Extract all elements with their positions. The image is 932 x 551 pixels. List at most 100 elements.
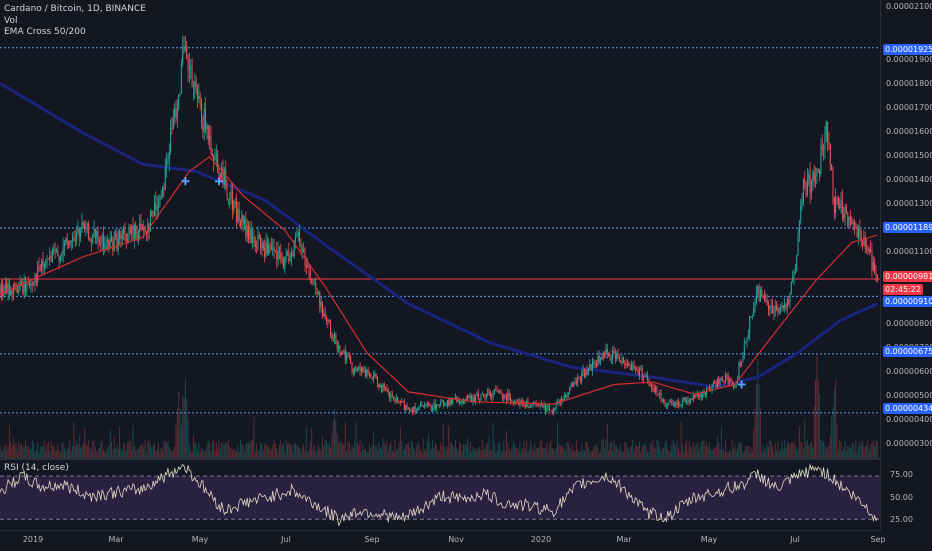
candle-body <box>730 379 732 382</box>
candle-body <box>238 209 240 221</box>
candle-body <box>328 320 330 323</box>
candle-body <box>567 392 569 396</box>
volume-bar <box>46 443 48 458</box>
chart-legend: Cardano / Bitcoin, 1D, BINANCE Vol EMA C… <box>4 4 146 39</box>
volume-bar <box>31 439 33 458</box>
volume-bar <box>179 408 181 458</box>
candle-body <box>444 405 446 407</box>
candle-body <box>767 305 769 310</box>
volume-bar <box>557 422 559 458</box>
candle-body <box>618 356 620 361</box>
candle-body <box>758 286 760 301</box>
volume-bar <box>848 446 850 458</box>
candle-body <box>708 388 710 391</box>
rsi-pane[interactable] <box>0 460 880 530</box>
candle-body <box>620 360 622 363</box>
volume-bar <box>682 443 684 458</box>
candle-body <box>582 369 584 373</box>
rsi-chart-canvas[interactable] <box>0 460 880 530</box>
candle-body <box>74 239 76 242</box>
candle-body <box>359 366 361 372</box>
candle-body <box>413 406 415 413</box>
candle-body <box>0 283 2 295</box>
volume-bar <box>325 440 327 458</box>
candle-body <box>477 393 479 399</box>
candle-body <box>61 254 63 257</box>
candle-body <box>628 363 630 366</box>
symbol-title[interactable]: Cardano / Bitcoin, 1D, BINANCE <box>4 4 146 14</box>
candle-body <box>164 168 166 190</box>
volume-bar <box>504 450 506 458</box>
price-axis[interactable]: 0.00002100 0.00001900 0.00001800 0.00001… <box>880 0 932 530</box>
candle-body <box>634 366 636 370</box>
candle-body <box>738 362 740 378</box>
volume-bar <box>837 451 839 458</box>
candle-body <box>45 264 47 265</box>
volume-bar <box>720 427 722 458</box>
candle-body <box>234 201 236 203</box>
volume-bar <box>614 445 616 458</box>
time-tick: 2020 <box>530 535 552 544</box>
candle-body <box>855 226 857 228</box>
pane-separator[interactable] <box>0 458 880 460</box>
rsi-legend[interactable]: RSI (14, close) <box>4 463 69 473</box>
volume-bar <box>491 450 493 458</box>
volume-bar <box>328 443 330 458</box>
candle-body <box>92 234 94 243</box>
volume-legend[interactable]: Vol <box>4 15 18 26</box>
volume-bar <box>342 444 344 458</box>
time-axis[interactable]: 2019 Mar May Jul Sep Nov 2020 Mar May Ju… <box>0 530 886 551</box>
candle-body <box>479 398 481 401</box>
volume-bar <box>649 443 651 458</box>
candle-body <box>679 404 681 406</box>
candle-body <box>37 266 39 283</box>
candle-body <box>612 350 614 360</box>
volume-bar <box>792 442 794 458</box>
candle-body <box>199 96 201 100</box>
volume-bar <box>574 450 576 458</box>
candle-body <box>484 396 486 398</box>
candle-body <box>636 369 638 371</box>
candle-body <box>692 395 694 400</box>
candle-body <box>429 404 431 406</box>
volume-bar <box>201 448 203 458</box>
volume-bar <box>211 442 213 458</box>
price-chart-canvas[interactable] <box>0 0 880 458</box>
candle-body <box>565 394 567 398</box>
candle-body <box>581 372 583 381</box>
candle-body <box>614 352 616 359</box>
ema-legend[interactable]: EMA Cross 50/200 <box>4 27 86 37</box>
volume-bar <box>65 451 67 458</box>
candle-body <box>733 385 735 389</box>
candle-body <box>824 135 826 150</box>
volume-bar <box>152 444 154 458</box>
volume-bar <box>156 449 158 458</box>
ema-cross-marker <box>737 380 746 389</box>
candle-body <box>144 228 146 232</box>
volume-bar <box>743 450 745 458</box>
candle-body <box>405 405 407 411</box>
candle-body <box>687 399 689 402</box>
volume-bar <box>512 441 514 458</box>
price-pane[interactable] <box>0 0 880 458</box>
candle-body <box>187 59 189 71</box>
candle-body <box>422 405 424 407</box>
candle-body <box>864 237 866 248</box>
volume-bar <box>140 446 142 458</box>
volume-bar <box>446 446 448 458</box>
volume-bar <box>481 439 483 458</box>
candle-body <box>343 350 345 354</box>
volume-bar <box>590 450 592 458</box>
candle-body <box>743 342 745 356</box>
volume-bar <box>706 441 708 458</box>
volume-bar <box>591 450 593 458</box>
volume-bar <box>289 444 291 458</box>
volume-bar <box>248 443 250 458</box>
volume-bar <box>163 441 165 458</box>
volume-bar <box>778 452 780 458</box>
candle-body <box>569 387 571 393</box>
volume-bar <box>151 447 153 458</box>
volume-bar <box>8 425 10 458</box>
candle-body <box>761 290 763 297</box>
